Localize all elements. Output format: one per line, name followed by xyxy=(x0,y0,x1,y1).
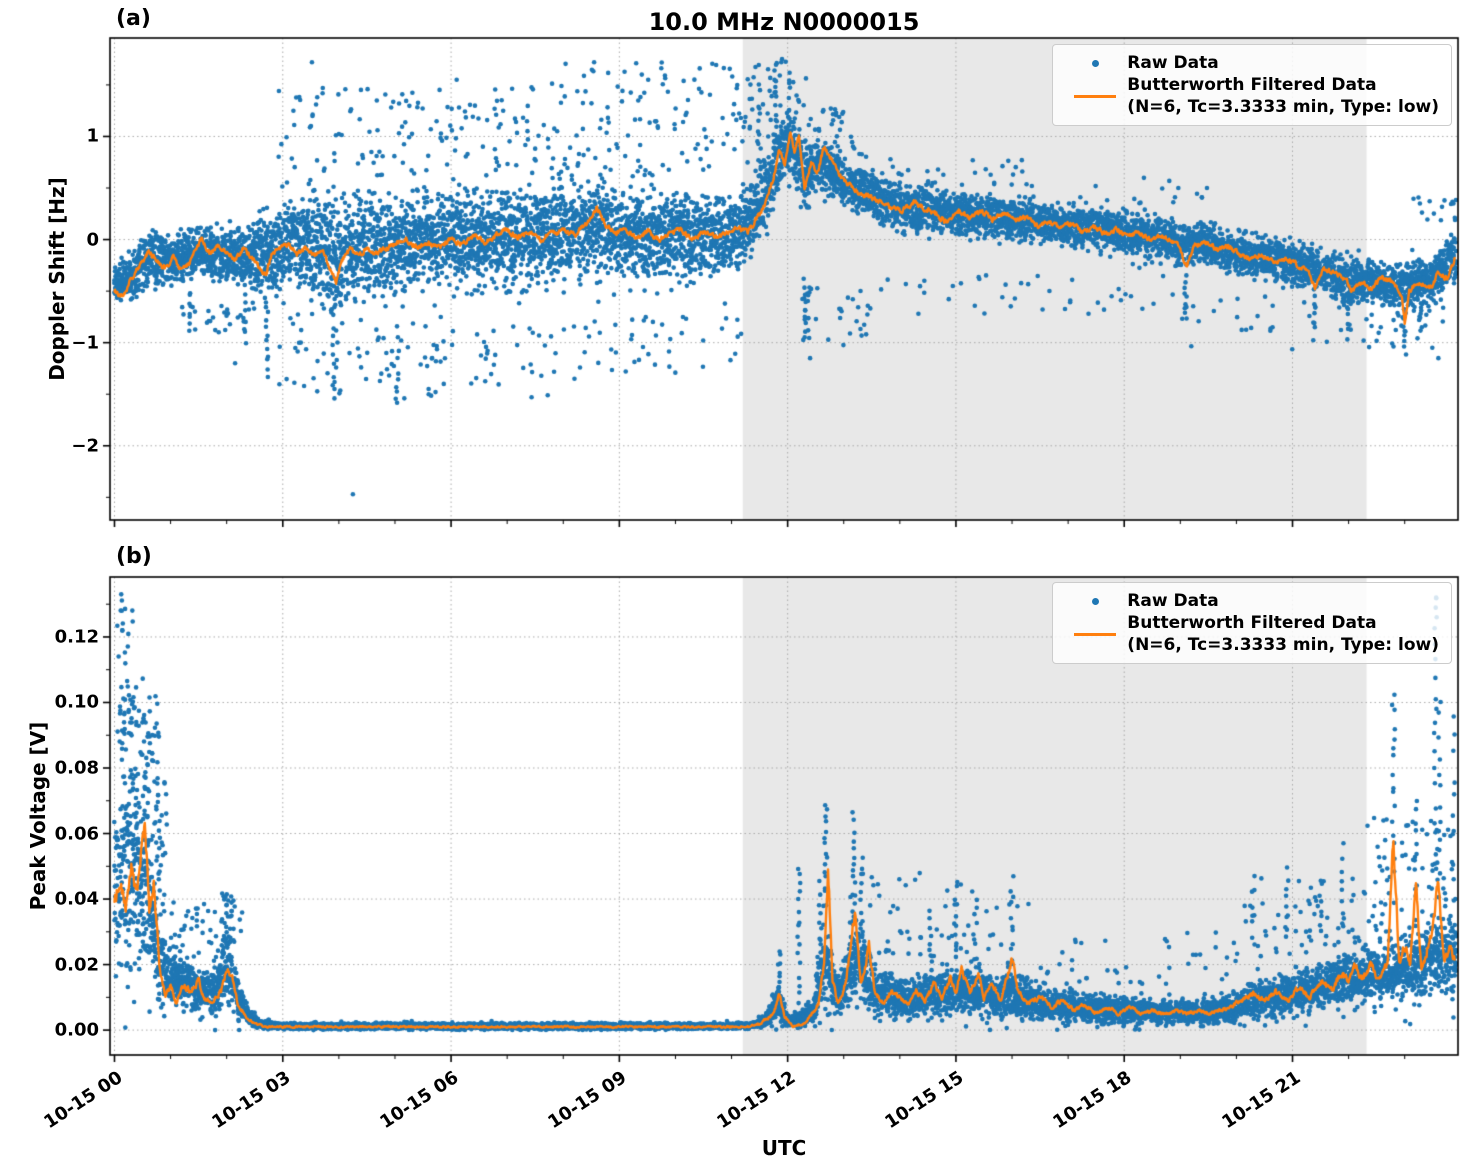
ytick-label-panel-a: 0 xyxy=(86,229,99,251)
ytick-label-panel-b: 0.00 xyxy=(54,1019,99,1041)
raw-data-marker-icon xyxy=(1091,597,1099,605)
panel-b-ylabel: Peak Voltage [V] xyxy=(26,721,50,911)
panel-b-label: (b) xyxy=(116,544,152,569)
ytick-label-panel-a: 1 xyxy=(86,125,99,147)
x-axis-label: UTC xyxy=(761,1136,807,1160)
ytick-label-panel-b: 0.12 xyxy=(54,626,99,648)
ytick-label-panel-b: 0.06 xyxy=(54,823,99,845)
legend-filtered-label-line1: Butterworth Filtered Data xyxy=(1127,613,1377,634)
ytick-label-panel-b: 0.02 xyxy=(54,954,99,976)
ytick-label-panel-b: 0.08 xyxy=(54,757,99,779)
legend-panel-a: Raw Data Butterworth Filtered Data (N=6,… xyxy=(1052,44,1452,127)
panel-a-label: (a) xyxy=(116,6,151,31)
ytick-label-panel-a: −2 xyxy=(71,435,99,457)
legend-raw-label: Raw Data xyxy=(1127,53,1219,73)
figure-title: 10.0 MHz N0000015 xyxy=(648,8,920,36)
legend-panel-b: Raw Data Butterworth Filtered Data (N=6,… xyxy=(1052,582,1452,665)
legend-raw-label: Raw Data xyxy=(1127,591,1219,611)
legend-filtered-label-line2: (N=6, Tc=3.3333 min, Type: low) xyxy=(1127,97,1439,118)
ytick-label-panel-b: 0.10 xyxy=(54,691,99,713)
legend-filtered-label-line1: Butterworth Filtered Data xyxy=(1127,75,1377,96)
filtered-line-marker-icon xyxy=(1074,632,1117,636)
ytick-label-panel-a: −1 xyxy=(71,332,99,354)
ytick-label-panel-b: 0.04 xyxy=(54,888,99,910)
raw-data-marker-icon xyxy=(1091,59,1099,67)
legend-filtered-label-line2: (N=6, Tc=3.3333 min, Type: low) xyxy=(1127,635,1439,656)
filtered-line-marker-icon xyxy=(1074,94,1117,98)
